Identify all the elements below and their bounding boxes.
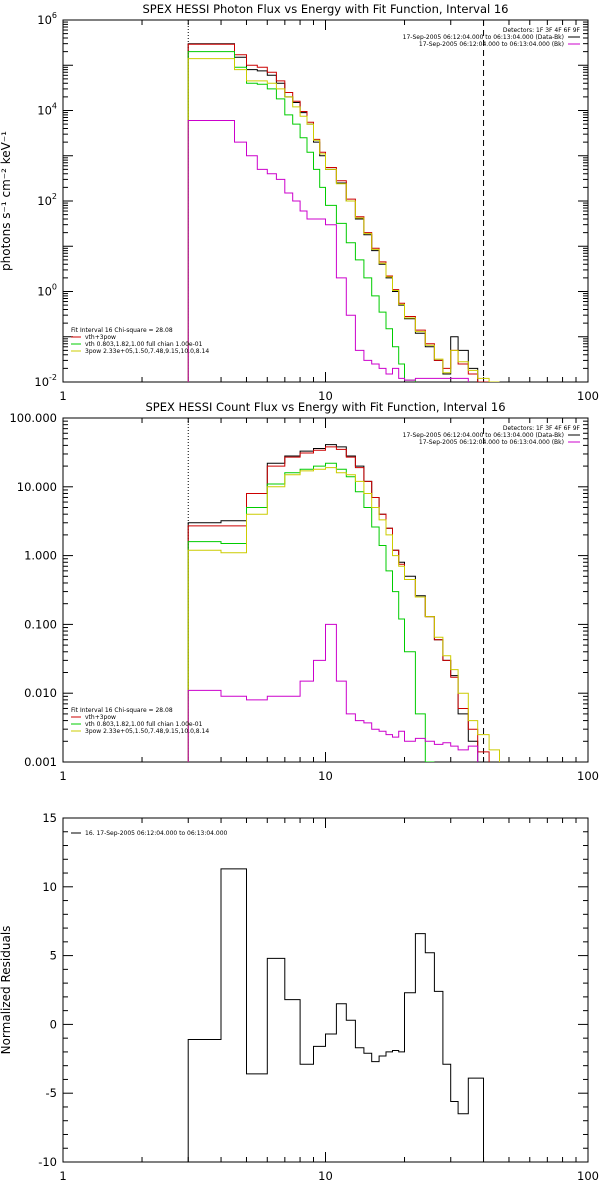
x-tick-label: 1 [59, 389, 66, 403]
series-line-4 [187, 467, 500, 762]
legend-text: 17-Sep-2005 06:12:04.000 to 06:13:04.000… [419, 439, 564, 446]
y-tick-label: 102 [37, 192, 57, 208]
series-line-5 [187, 120, 469, 382]
y-tick-label: 0.001 [24, 755, 57, 769]
series-line-3 [187, 462, 435, 762]
y-tick-label: 100.000 [9, 411, 57, 425]
series-line-1 [187, 868, 484, 1162]
series-line-5 [187, 623, 479, 762]
chart-title: SPEX HESSI Count Flux vs Energy with Fit… [145, 400, 505, 414]
legend-text: 3pow 2.33e+05,1.50,7.48,9.15,10.0,8.14 [85, 348, 209, 355]
legend-text: vth 0.803,1.82,1.00 full chian 1.00e-01 [85, 341, 203, 348]
chart-panel-2: 1 10 100 0.001 0.010 0.100 1.000 10.000 100.000 S… [9, 400, 599, 783]
y-tick-label: -5 [46, 1086, 57, 1100]
x-tick-label: 1 [59, 1169, 66, 1183]
series-line-2 [187, 446, 490, 762]
x-tick-label: 10 [318, 389, 333, 403]
x-tick-label: 10 [318, 1169, 333, 1183]
y-tick-label: 0.100 [24, 617, 57, 631]
x-tick-label: 100 [577, 389, 599, 403]
y-tick-label: 10-2 [34, 373, 57, 389]
series-line-1 [187, 43, 490, 382]
legend-text: 3pow 2.33e+05,1.50,7.48,9.15,10.0,8.14 [85, 728, 209, 735]
y-axis-label: Normalized Residuals [0, 926, 13, 1055]
chart-panel-1: 1 10 100 10-2 100 102 104 106 SPEX HESSI Photon … [0, 2, 599, 403]
legend-text: Fit Interval 16 Chi-square = 28.08 [71, 327, 173, 334]
y-tick-label: 15 [42, 811, 57, 825]
y-tick-label: 10.000 [17, 480, 57, 494]
legend-text: vth 0.803,1.82,1.00 full chian 1.00e-01 [85, 721, 203, 728]
chart-panel-3: 1 10 100 -10 -5 0 5 10 15 Normalized Residuals 16.… [0, 811, 599, 1183]
legend-text: 16. 17-Sep-2005 06:12:04.000 to 06:13:04… [85, 830, 228, 837]
chart-title: SPEX HESSI Photon Flux vs Energy with Fi… [142, 2, 508, 16]
series-line-4 [187, 58, 500, 382]
plot-frame [62, 817, 589, 1163]
y-axis-label: photons s⁻¹ cm⁻² keV⁻¹ [0, 131, 13, 271]
y-tick-label: -10 [38, 1155, 57, 1169]
legend-text: 17-Sep-2005 06:12:04.000 to 06:13:04.000… [419, 41, 564, 48]
y-tick-label: 5 [50, 949, 57, 963]
legend-text: 17-Sep-2005 06:12:04.000 to 06:13:04.000… [403, 432, 564, 439]
y-tick-label: 106 [37, 11, 57, 27]
legend-text: Detectors: 1F 3F 4F 6F 9F [503, 27, 581, 34]
series-line-1 [187, 444, 490, 762]
y-tick-label: 100 [37, 283, 57, 299]
legend-text: vth+3pow [85, 714, 116, 721]
x-tick-label: 10 [318, 769, 333, 783]
series-line-2 [187, 43, 490, 382]
x-tick-label: 1 [59, 769, 66, 783]
y-tick-label: 0.010 [24, 686, 57, 700]
y-tick-label: 10 [42, 880, 57, 894]
series-line-3 [187, 51, 416, 382]
y-tick-label: 1.000 [24, 549, 57, 563]
legend-text: 17-Sep-2005 06:12:04.000 to 06:13:04.000… [403, 34, 564, 41]
x-tick-label: 100 [577, 1169, 599, 1183]
legend-text: Detectors: 1F 3F 4F 6F 9F [503, 425, 581, 432]
legend-text: vth+3pow [85, 334, 116, 341]
legend-text: Fit Interval 16 Chi-square = 28.08 [71, 707, 173, 714]
y-tick-label: 0 [50, 1017, 57, 1031]
y-tick-label: 104 [37, 102, 57, 118]
x-tick-label: 100 [577, 769, 599, 783]
